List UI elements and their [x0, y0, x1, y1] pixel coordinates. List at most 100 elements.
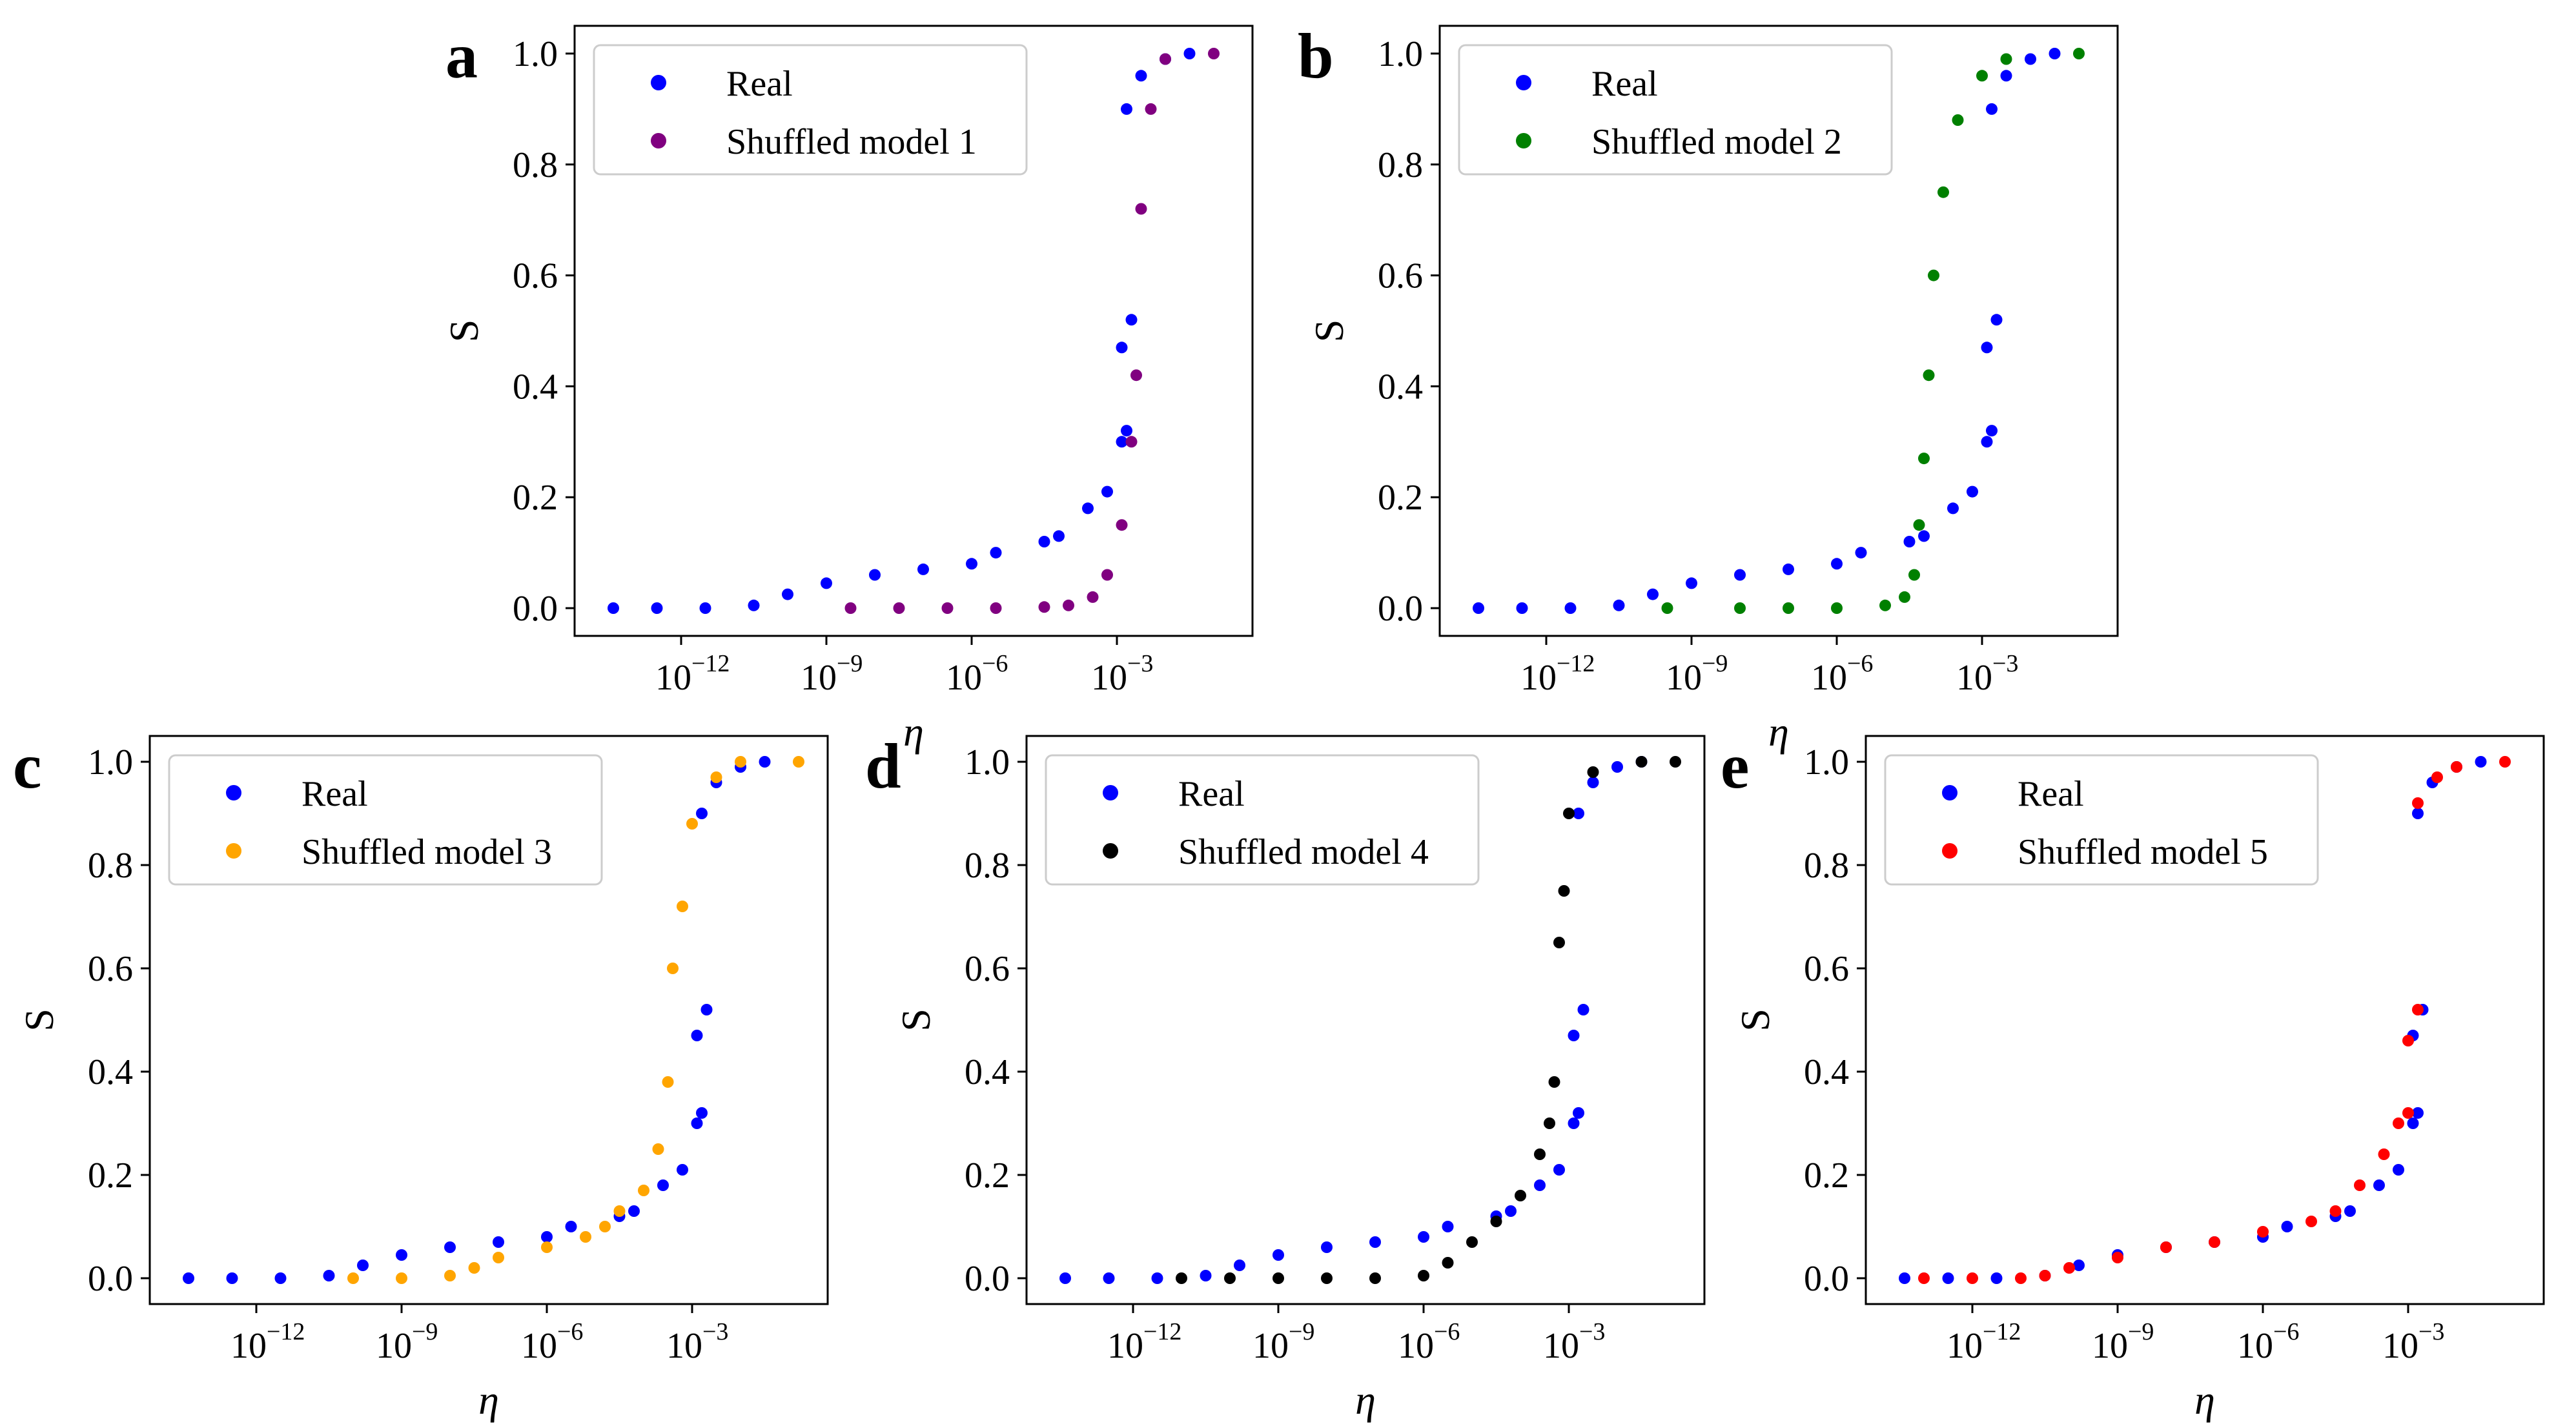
data-point [1116, 519, 1128, 531]
data-point [2475, 756, 2487, 768]
data-point [2393, 1117, 2404, 1129]
data-point [677, 901, 688, 912]
data-point [2407, 1117, 2419, 1129]
x-tick-base: 10 [2092, 1326, 2128, 1366]
data-point [2039, 1270, 2051, 1281]
legend-marker [1516, 133, 1531, 148]
data-point [1918, 530, 1930, 542]
data-point [1549, 1076, 1560, 1088]
x-tick-exponent: −12 [267, 1318, 305, 1345]
data-point [1053, 530, 1065, 542]
x-tick-base: 10 [376, 1326, 412, 1366]
data-point [2393, 1164, 2404, 1176]
data-point [1647, 589, 1659, 600]
panel-letter: b [1298, 20, 1334, 92]
legend-label: Shuffled model 4 [1178, 832, 1429, 872]
y-axis-label: S [893, 1008, 939, 1032]
y-axis-label: S [441, 320, 487, 343]
y-axis-label: S [1732, 1008, 1778, 1032]
y-tick-label: 0.4 [1804, 1052, 1849, 1092]
data-point [894, 602, 905, 614]
data-point [1116, 342, 1128, 353]
data-point [1544, 1117, 1555, 1129]
data-point [2025, 54, 2036, 65]
legend: RealShuffled model 2 [1459, 45, 1892, 174]
data-point [793, 756, 804, 768]
y-tick-label: 0.8 [965, 846, 1010, 886]
data-point [469, 1262, 480, 1274]
y-tick-label: 0.4 [1378, 367, 1423, 407]
y-tick-label: 0.6 [88, 949, 133, 989]
x-tick-exponent: −3 [1579, 1318, 1605, 1345]
data-point [1636, 756, 1648, 768]
x-tick-exponent: −12 [1143, 1318, 1181, 1345]
legend-marker [226, 785, 241, 801]
data-point [2499, 756, 2511, 768]
data-point [1126, 314, 1138, 325]
x-tick-base: 10 [1947, 1326, 1983, 1366]
legend-marker [226, 843, 241, 859]
data-point [1553, 937, 1565, 948]
data-point [1059, 1272, 1071, 1284]
x-tick-base: 10 [801, 658, 837, 698]
data-point [759, 756, 771, 768]
data-point [323, 1270, 335, 1281]
data-point [1928, 270, 1939, 281]
x-tick-exponent: −3 [2418, 1318, 2444, 1345]
data-point [1442, 1257, 1454, 1269]
x-tick-base: 10 [946, 658, 982, 698]
data-point [1184, 48, 1196, 59]
data-point [1899, 591, 1910, 603]
data-point [1986, 425, 1998, 436]
x-axis-label: η [1768, 709, 1789, 755]
x-tick-label: 10−9 [1252, 1318, 1314, 1366]
data-point [1578, 1004, 1590, 1015]
data-point [1208, 48, 1220, 59]
data-point [1686, 577, 1697, 589]
x-tick-base: 10 [521, 1326, 557, 1366]
data-point [444, 1270, 456, 1281]
data-point [2378, 1148, 2390, 1160]
data-point [1734, 602, 1746, 614]
data-point [1369, 1236, 1381, 1248]
data-point [1879, 600, 1891, 611]
data-point [1126, 436, 1138, 447]
legend-marker [1103, 843, 1118, 859]
y-tick-label: 0.0 [965, 1259, 1010, 1299]
data-point [1466, 1236, 1478, 1248]
data-point [1611, 761, 1623, 773]
x-tick-base: 10 [1811, 658, 1847, 698]
data-point [1734, 569, 1746, 581]
panel-letter: c [13, 730, 41, 802]
data-point [2282, 1221, 2293, 1232]
data-point [1200, 1270, 1212, 1281]
data-point [653, 1143, 664, 1155]
data-point [2209, 1236, 2220, 1248]
y-tick-label: 0.0 [1804, 1259, 1849, 1299]
data-point [677, 1164, 688, 1176]
data-point [2001, 54, 2012, 65]
data-point [2330, 1205, 2342, 1217]
data-point [2412, 808, 2424, 819]
data-point [845, 602, 857, 614]
y-tick-label: 0.2 [965, 1156, 1010, 1196]
legend: Real Shuffled model 1 [594, 45, 1027, 174]
legend-marker [1942, 843, 1958, 859]
legend-label: Shuffled model 5 [2018, 832, 2268, 872]
data-point [493, 1252, 504, 1263]
x-tick-base: 10 [2237, 1326, 2273, 1366]
data-point [1082, 502, 1094, 514]
y-tick-label: 1.0 [88, 742, 133, 782]
y-axis-label: S [16, 1008, 62, 1032]
data-point [711, 771, 722, 783]
data-point [541, 1241, 553, 1253]
data-point [1952, 114, 1964, 126]
legend-label: Shuffled model 3 [302, 832, 552, 872]
x-tick-label: 10−3 [666, 1318, 728, 1366]
data-point [1321, 1272, 1333, 1284]
legend: RealShuffled model 5 [1885, 755, 2318, 884]
data-point [700, 602, 711, 614]
data-point [1947, 502, 1959, 514]
data-point [701, 1004, 713, 1015]
x-tick-label: 10−3 [1091, 650, 1153, 698]
